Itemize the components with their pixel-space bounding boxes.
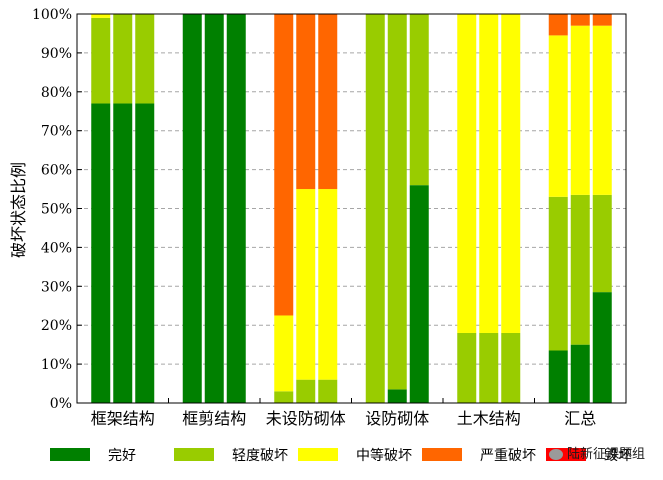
bar-segment [570,194,590,345]
y-tick-label: 40% [41,240,72,256]
bar-segment [226,14,246,403]
bars [91,14,612,403]
bar-segment [548,196,568,351]
bar-segment [548,35,568,197]
bar-segment [274,391,294,403]
bar-segment [409,185,429,403]
y-tick-label: 10% [41,357,72,373]
legend-swatch [422,448,462,461]
legend-swatch [50,448,90,461]
bar-segment [113,14,133,104]
bar-segment [592,194,612,293]
bar-segment [296,379,316,403]
bar-segment [479,14,499,333]
y-tick-label: 100% [32,7,72,23]
bar-segment [135,14,155,104]
x-tick-label: 汇总 [564,409,596,428]
x-tick-label: 框架结构 [91,409,155,428]
legend-label: 完好 [108,448,136,464]
bar-segment [409,14,429,186]
y-tick-label: 0% [50,396,72,412]
x-tick-label: 框剪结构 [182,409,246,428]
bar-segment [548,14,568,36]
bar-segment [592,25,612,195]
grid-lines [77,13,626,365]
bar-segment [204,14,224,403]
y-tick-label: 30% [41,279,72,295]
bar-segment [296,14,316,190]
bar-segment [91,103,111,403]
y-tick-label: 80% [41,85,72,101]
bar-segment [91,14,111,18]
bar-segment [387,389,407,403]
bar-segment [91,17,111,104]
bar-segment [387,14,407,390]
x-tick-label: 土木结构 [457,409,521,428]
bar-segment [135,103,155,403]
bar-segment [182,14,202,403]
watermark-text: 陆新征课题组 [566,447,645,462]
bar-segment [592,292,612,403]
y-tick-label: 20% [41,318,72,334]
legend-label: 毁坏 [604,448,632,464]
legend-label: 轻度破坏 [232,448,288,464]
legend: 完好 轻度破坏 中等破坏 严重破坏 毁坏 [50,447,632,464]
y-tick-label: 70% [41,124,72,140]
bar-segment [296,189,316,380]
wechat-icon [548,449,563,460]
x-tick-label: 设防砌体 [365,409,429,428]
bar-segment [501,332,521,403]
watermark: 陆新征课题组 [548,443,645,462]
y-tick-label: 60% [41,163,72,179]
bar-segment [570,14,590,26]
legend-label: 严重破坏 [480,448,536,464]
y-axis-label: 破坏状态比例 [9,162,28,258]
bar-segment [318,379,338,403]
bar-segment [113,103,133,403]
bar-segment [318,14,338,190]
bar-segment [479,332,499,403]
tick-labels: 0% 10% 20% 30% 40% 50% 60% 70% 80% 90% 100% 框架结构 框剪结… [32,7,627,428]
bar-segment [570,25,590,195]
legend-label: 中等破坏 [356,447,412,464]
legend-swatch [174,448,214,461]
bar-segment [457,14,477,333]
bar-segment [548,350,568,403]
x-tick-label: 未设防砌体 [266,409,346,428]
bar-segment [592,14,612,26]
bar-segment [274,315,294,392]
y-tick-label: 90% [41,46,72,62]
bar-segment [365,14,385,403]
bar-segment [318,189,338,380]
bar-segment [274,14,294,316]
bar-segment [457,332,477,403]
legend-swatch [298,448,338,461]
bar-segment [501,14,521,333]
y-tick-label: 50% [41,202,72,218]
bar-segment [570,344,590,403]
